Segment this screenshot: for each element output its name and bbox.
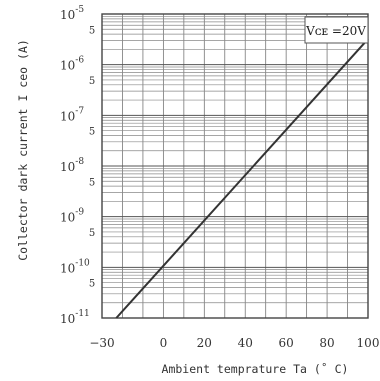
y-tick-label-5: 5 bbox=[89, 177, 95, 188]
y-tick-label: 10-6 bbox=[60, 56, 84, 73]
y-tick-label-5: 5 bbox=[89, 25, 95, 36]
y-tick-label-5: 5 bbox=[89, 76, 95, 87]
annotation-box bbox=[304, 16, 369, 44]
x-tick-label: 60 bbox=[279, 336, 294, 350]
series-line bbox=[115, 38, 369, 319]
y-axis-title: Collector dark current I ceo (A) bbox=[16, 39, 30, 261]
y-tick-label-5: 5 bbox=[89, 279, 95, 290]
y-tick-label: 10-8 bbox=[60, 157, 84, 174]
x-tick-label: −30 bbox=[89, 336, 114, 350]
annotation-vce: Vᴄᴇ =20V bbox=[305, 24, 366, 38]
y-tick-labels: 10-5 5 10-6 5 10-7 5 10-8 5 10-9 5 10-10 5 10-11 bbox=[60, 5, 95, 326]
plot-frame bbox=[101, 13, 369, 319]
y-tick-label: 10-10 bbox=[60, 258, 90, 275]
y-tick-label: 10-5 bbox=[60, 5, 84, 22]
grid bbox=[102, 14, 368, 319]
x-tick-label: 100 bbox=[357, 336, 380, 350]
x-axis-title: Ambient temprature Ta (˚ C) bbox=[162, 361, 349, 376]
y-tick-label-5: 5 bbox=[89, 127, 95, 138]
y-tick-label: 10-9 bbox=[60, 208, 84, 225]
x-tick-label: 0 bbox=[160, 336, 168, 350]
y-tick-label-5: 5 bbox=[89, 228, 95, 239]
x-tick-label: 80 bbox=[319, 336, 334, 350]
x-tick-labels: −30 0 20 40 60 80 100 bbox=[89, 336, 379, 350]
series-lines bbox=[115, 38, 369, 319]
y-tick-label: 10-11 bbox=[60, 309, 90, 326]
y-tick-label: 10-7 bbox=[60, 106, 84, 123]
x-tick-label: 20 bbox=[197, 336, 212, 350]
x-tick-label: 40 bbox=[238, 336, 253, 350]
